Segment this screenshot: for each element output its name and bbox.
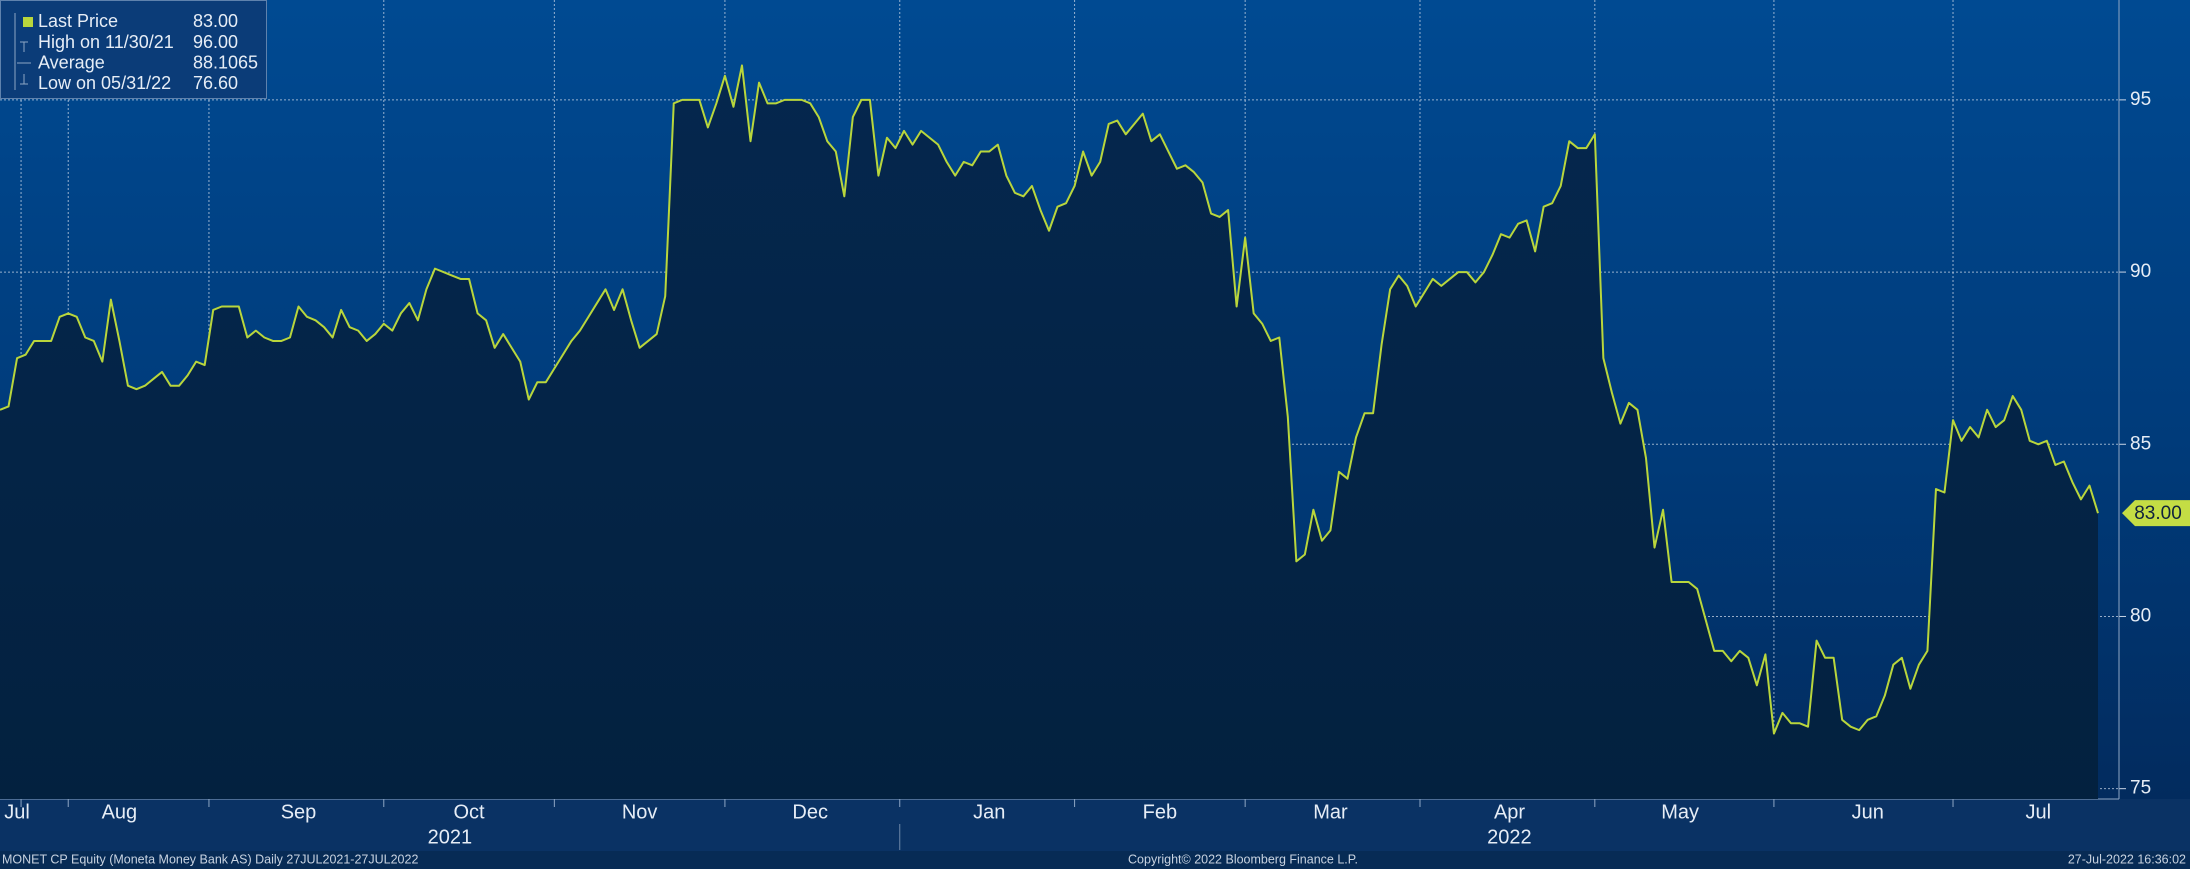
footer-right: 27-Jul-2022 16:36:02 <box>2068 852 2186 866</box>
x-tick-label: May <box>1661 801 1699 823</box>
x-tick-label: Jan <box>973 801 1005 823</box>
footer-left: MONET CP Equity (Moneta Money Bank AS) D… <box>2 852 418 866</box>
legend-label: Low on 05/31/22 <box>38 73 171 93</box>
x-tick-label: Nov <box>622 801 658 823</box>
axis-band <box>0 799 2190 851</box>
x-tick-label: Feb <box>1143 801 1177 823</box>
legend-label: Last Price <box>38 11 118 31</box>
x-tick-label: Oct <box>454 801 486 823</box>
legend-label: High on 11/30/21 <box>38 32 174 52</box>
x-tick-label: Mar <box>1313 801 1348 823</box>
x-tick-label: Aug <box>102 801 138 823</box>
legend-swatch <box>23 17 33 27</box>
x-tick-label: Jul <box>2026 801 2052 823</box>
area-fill <box>0 65 2098 799</box>
last-price-label: 83.00 <box>2134 503 2182 524</box>
legend-value: 88.1065 <box>193 52 258 72</box>
last-price-tag <box>2122 500 2190 527</box>
legend-value: 76.60 <box>193 73 238 93</box>
price-line <box>0 64 2099 735</box>
x-tick-label: Apr <box>1494 801 1525 823</box>
legend-box <box>0 0 267 99</box>
y-tick-label: 75 <box>2130 778 2151 799</box>
x-tick-label: Sep <box>281 801 317 823</box>
legend-value: 83.00 <box>193 11 238 31</box>
legend-value: 96.00 <box>193 32 238 52</box>
x-tick-label: Dec <box>792 801 828 823</box>
y-tick-label: 90 <box>2130 261 2151 282</box>
legend-label: Average <box>38 52 105 72</box>
x-tick-label: Jul <box>4 801 30 823</box>
x-tick-label: Jun <box>1852 801 1884 823</box>
y-tick-label: 85 <box>2130 433 2151 454</box>
y-tick-label: 80 <box>2130 605 2151 626</box>
footer-center: Copyright© 2022 Bloomberg Finance L.P. <box>1128 852 1358 866</box>
legend-glyphs <box>14 13 31 90</box>
year-label: 2022 <box>1487 826 1532 848</box>
year-label: 2021 <box>428 826 473 848</box>
y-tick-label: 95 <box>2130 89 2151 110</box>
legend: Last Price 83.00 High on 11/30/21 96.00 Av… <box>0 0 267 99</box>
footer-band <box>0 851 2190 869</box>
